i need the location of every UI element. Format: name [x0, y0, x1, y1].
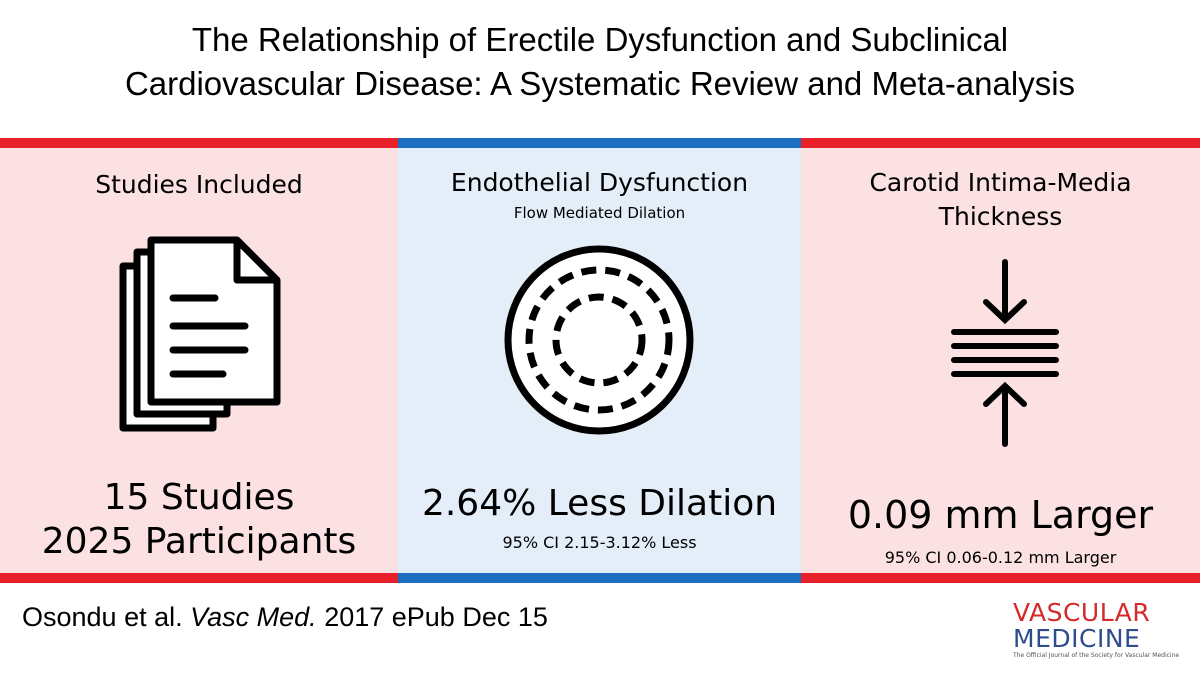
carotid-heading-line-2: Thickness — [938, 202, 1063, 231]
endothelial-heading: Endothelial Dysfunction — [450, 168, 749, 197]
dilation-rings-icon — [504, 245, 694, 435]
document-stack-icon — [119, 236, 281, 432]
citation-journal: Vasc Med. — [190, 602, 317, 632]
endothelial-result: 2.64% Less Dilation — [421, 483, 778, 524]
logo-line-2: MEDICINE — [1013, 624, 1141, 653]
page-title: The Relationship of Erectile Dysfunction… — [0, 18, 1200, 106]
citation: Osondu et al. Vasc Med. 2017 ePub Dec 15 — [22, 602, 548, 633]
citation-authors: Osondu et al. — [22, 602, 183, 632]
citation-pub: 2017 ePub Dec 15 — [324, 602, 548, 632]
endothelial-panel: Endothelial Dysfunction Flow Mediated Di… — [398, 148, 801, 573]
title-line-1: The Relationship of Erectile Dysfunction… — [191, 21, 1009, 58]
endothelial-subheading: Flow Mediated Dilation — [513, 204, 686, 222]
carotid-result: 0.09 mm Larger — [847, 493, 1154, 537]
carotid-ci: 95% CI 0.06-0.12 mm Larger — [884, 548, 1117, 567]
studies-count: 15 Studies — [103, 477, 295, 518]
studies-panel: Studies Included 15 Studies 2025 Partici… — [0, 148, 398, 573]
carotid-heading-line-1: Carotid Intima-Media — [869, 168, 1132, 197]
compression-arrows-icon — [951, 259, 1059, 447]
carotid-panel: Carotid Intima-Media Thickness 0.09 mm L… — [801, 148, 1200, 573]
logo-tagline: The Official Journal of the Society for … — [1013, 652, 1180, 659]
endothelial-ci: 95% CI 2.15-3.12% Less — [502, 533, 697, 552]
bottom-color-band — [0, 573, 1200, 583]
title-line-2: Cardiovascular Disease: A Systematic Rev… — [124, 65, 1076, 102]
studies-heading: Studies Included — [95, 170, 303, 199]
participants-count: 2025 Participants — [41, 521, 357, 562]
journal-logo: VASCULAR MEDICINE The Official Journal o… — [1013, 600, 1183, 660]
top-color-band — [0, 138, 1200, 148]
logo-line-1: VASCULAR — [1013, 598, 1151, 627]
